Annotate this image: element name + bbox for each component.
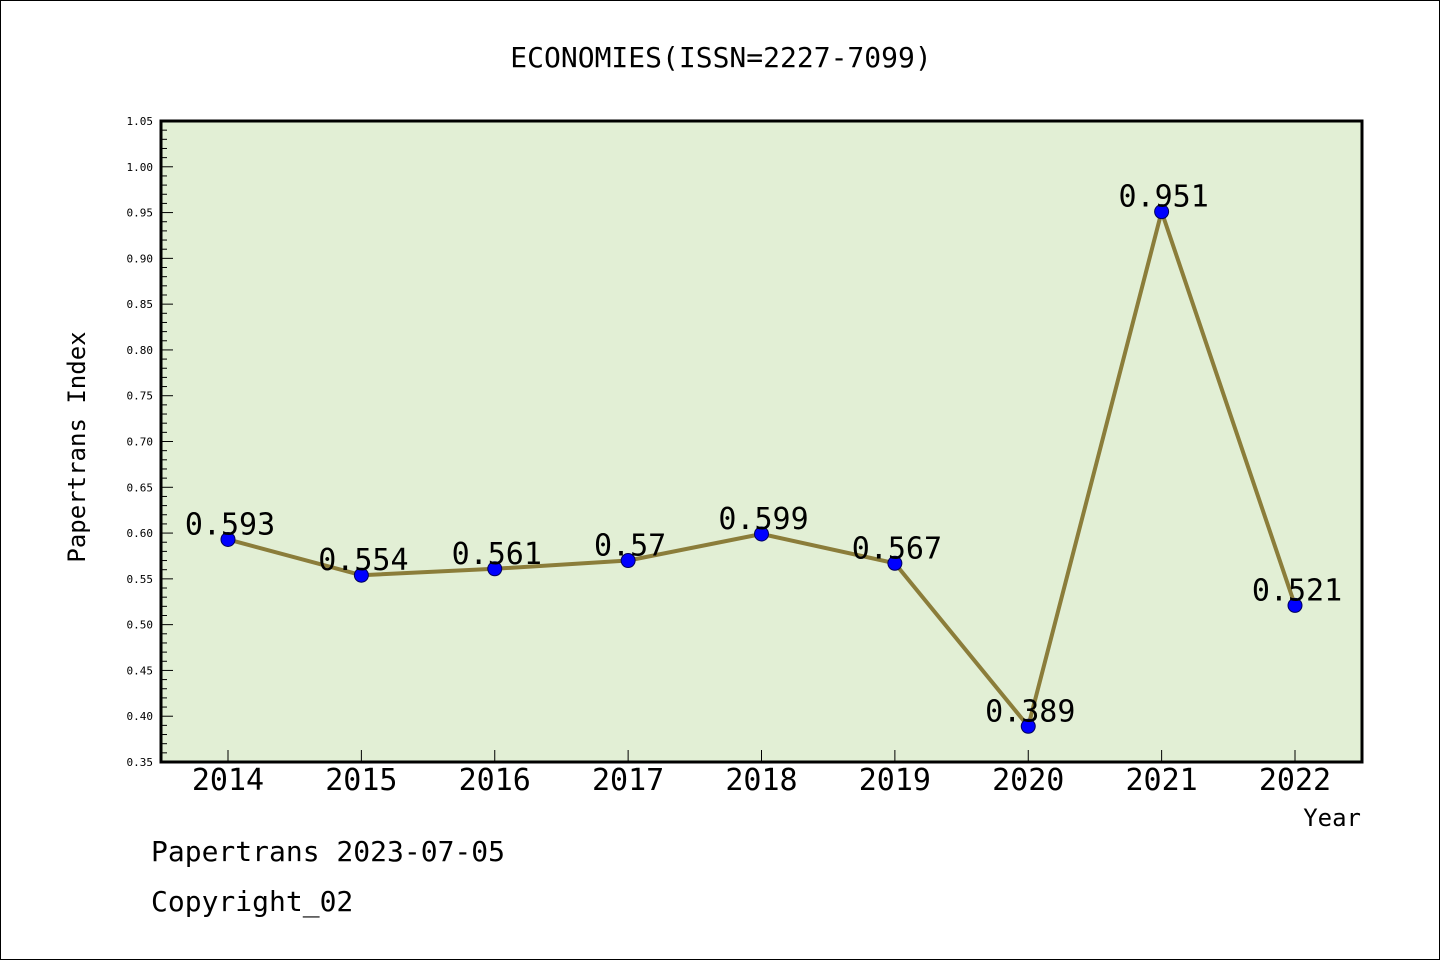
y-tick-label: 1.00: [127, 161, 154, 174]
y-tick-label: 0.45: [127, 664, 154, 677]
y-tick-label: 0.95: [127, 207, 154, 220]
y-axis-ticks: 0.35 0.40 0.45 0.50 0.55 0.60 0.65 0.70 0.75 0.80…: [127, 115, 173, 769]
y-tick-label: 1.05: [127, 115, 154, 128]
data-point: [1020, 718, 1036, 734]
x-tick-label: 2016: [459, 763, 531, 798]
y-tick-label: 0.50: [127, 619, 154, 632]
x-axis-label: Year: [1303, 804, 1361, 832]
data-label: 0.57: [594, 529, 666, 564]
data-point: [754, 526, 769, 542]
data-label: 0.951: [1118, 180, 1208, 215]
data-point: [1287, 597, 1303, 613]
y-tick-label: 0.55: [127, 573, 154, 586]
data-label: 0.554: [318, 543, 408, 578]
y-tick-label: 0.35: [127, 756, 154, 769]
y-tick-label: 0.90: [127, 252, 154, 265]
data-label: 0.389: [985, 694, 1075, 729]
plot-area: [159, 119, 1364, 764]
chart-title: ECONOMIES(ISSN=2227-7099): [510, 41, 931, 74]
y-tick-label: 0.75: [127, 390, 154, 403]
data-label: 0.599: [718, 502, 808, 537]
y-tick-label: 0.40: [127, 710, 154, 723]
data-point: [1154, 204, 1170, 220]
series-group: [220, 204, 1303, 734]
x-tick-label: 2017: [592, 763, 664, 798]
data-point: [220, 531, 236, 547]
x-tick-label: 2018: [725, 763, 797, 798]
x-axis-ticks: 2014 2015 2016 2017 2018 2019 2020 2021 2022: [192, 750, 1331, 798]
y-tick-label: 0.80: [127, 344, 154, 357]
data-labels: 0.593 0.554 0.561 0.57 0.599 0.567 0.389 0.951 0…: [185, 180, 1342, 730]
x-tick-label: 2019: [859, 763, 931, 798]
x-tick-label: 2022: [1259, 763, 1331, 798]
data-label: 0.561: [452, 537, 542, 572]
footer-copyright: Copyright_02: [151, 885, 354, 918]
x-tick-label: 2015: [325, 763, 397, 798]
data-label: 0.593: [185, 507, 275, 542]
x-tick-label: 2014: [192, 763, 264, 798]
data-label: 0.567: [852, 531, 942, 566]
data-label: 0.521: [1252, 573, 1342, 608]
footer-date: Papertrans 2023-07-05: [151, 835, 506, 868]
data-point: [487, 561, 503, 577]
y-tick-label: 0.60: [127, 527, 154, 540]
x-tick-label: 2021: [1126, 763, 1198, 798]
data-point: [887, 555, 903, 571]
data-point: [620, 553, 636, 569]
data-point: [353, 567, 369, 583]
y-axis-label: Papertrans Index: [63, 331, 91, 562]
y-tick-label: 0.70: [127, 436, 154, 449]
y-tick-label: 0.85: [127, 298, 154, 311]
y-tick-label: 0.65: [127, 481, 154, 494]
x-tick-label: 2020: [992, 763, 1064, 798]
